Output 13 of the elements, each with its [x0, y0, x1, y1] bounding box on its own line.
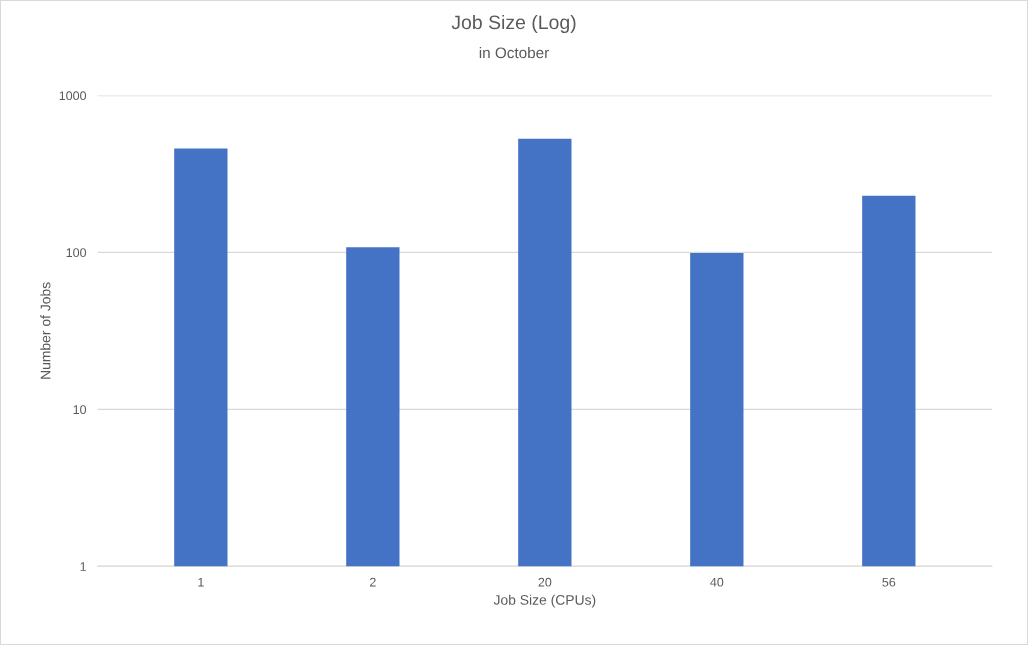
y-tick-label: 10: [73, 405, 87, 415]
y-tick-label: 100: [66, 248, 87, 258]
x-tick-label: 1: [198, 577, 204, 587]
y-tick-label: 1: [80, 562, 86, 571]
x-tick-label: 2: [370, 577, 376, 587]
x-tick-label: 20: [538, 577, 552, 587]
chart-title: Job Size (Log): [451, 14, 576, 34]
y-tick-label: 1000: [59, 91, 87, 101]
chart-subtitle: in October: [479, 46, 549, 59]
x-axis-title: Job Size (CPUs): [493, 594, 596, 608]
y-axis-title: Number of Jobs: [40, 282, 51, 379]
x-tick-label: 56: [882, 577, 896, 587]
x-tick-label: 40: [710, 577, 724, 587]
